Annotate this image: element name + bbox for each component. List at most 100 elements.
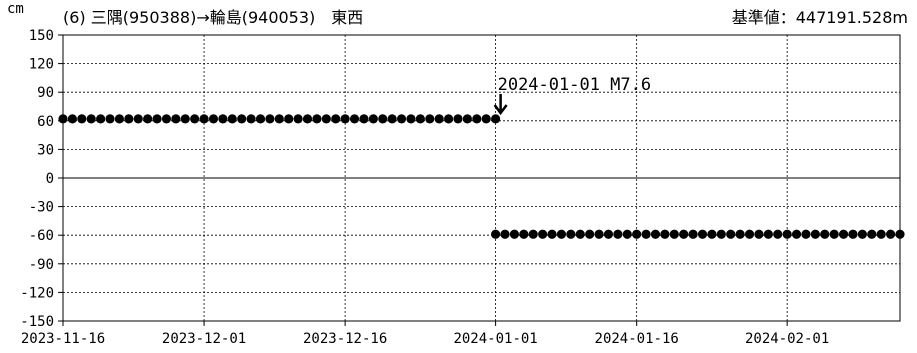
y-tick-label: -60 [29,228,54,244]
y-tick-label: 0 [46,171,54,187]
data-point [735,229,745,239]
data-point [547,229,557,239]
data-point [368,114,378,124]
data-point [876,229,886,239]
data-point [848,229,858,239]
data-point [886,229,896,239]
data-point [773,229,783,239]
data-point [838,229,849,239]
data-point [152,114,162,124]
data-point [519,229,529,239]
x-tick-labels: 2023-11-16 2023-12-01 2023-12-16 2024-01-01… [21,331,829,347]
data-point [810,229,820,239]
data-point [293,114,303,124]
data-point [566,229,576,239]
data-point [359,114,369,124]
data-point [387,114,397,124]
data-point [669,229,679,239]
data-point [86,114,96,124]
y-tick-label: -90 [29,257,54,273]
data-point [472,114,482,124]
data-point [133,114,143,124]
y-tick-label: 90 [37,85,54,101]
data-point [603,229,614,239]
data-point [321,114,331,124]
data-point [218,114,228,124]
earthquake-annotation: 2024-01-01 M7.6 [493,75,652,116]
data-point [77,114,87,124]
data-point [641,229,651,239]
y-tick-label: -30 [29,200,54,216]
data-point [274,114,284,124]
data-point [491,114,501,124]
data-point [613,229,623,239]
x-tick-label: 2024-01-01 [453,331,537,347]
data-point [500,229,510,239]
plot-frame [62,34,901,322]
data-point [415,114,425,124]
data-point [594,229,604,239]
data-point [481,114,491,124]
data-point [556,229,567,239]
y-tick-label: -150 [20,314,54,330]
data-point [340,114,350,124]
data-point [491,229,501,239]
x-tick-label: 2023-12-16 [303,331,387,347]
data-point [688,229,698,239]
data-point [67,114,77,124]
data-point [143,114,153,124]
data-point [284,114,294,124]
y-tick-label: 150 [29,28,54,44]
data-point [453,114,463,124]
data-point [114,114,125,124]
data-point [171,114,181,124]
y-tick-labels: 150 120 90 60 30 0 -30 -60 -90 -120 -150 [20,28,54,330]
y-tick-label: 120 [29,57,54,73]
data-point [255,114,266,124]
data-point [857,229,867,239]
x-tick-label: 2024-01-16 [595,331,679,347]
reference-value: 基準値：447191.528m [732,8,908,27]
data-point [679,229,689,239]
data-point [265,114,275,124]
data-points [58,114,905,239]
annotation-label: 2024-01-01 M7.6 [498,75,652,95]
data-point [585,229,595,239]
data-point [124,114,134,124]
data-point [754,229,764,239]
data-point [246,114,256,124]
data-point [660,229,670,239]
data-point [716,229,726,239]
data-point [406,114,416,124]
data-point [726,229,736,239]
data-point [622,229,632,239]
arrow-down-icon [493,94,508,116]
data-point [801,229,811,239]
grid [58,34,900,326]
data-point [208,114,219,124]
data-point [96,114,106,124]
y-tick-label: -120 [20,285,54,301]
data-point [575,229,585,239]
data-point [105,114,115,124]
data-point [199,114,209,124]
data-point [190,114,200,124]
data-point [820,229,830,239]
data-point [425,114,435,124]
data-point [650,229,661,239]
data-point [538,229,548,239]
data-point [331,114,341,124]
data-point [528,229,538,239]
data-point [180,114,190,124]
x-tick-label: 2023-12-01 [162,331,246,347]
data-point [161,114,172,124]
data-point [707,229,717,239]
data-point [396,114,407,124]
x-tick-label: 2023-11-16 [21,331,105,347]
data-point [509,229,520,239]
unit-label: cm [7,1,24,17]
data-point [829,229,839,239]
data-point [632,229,642,239]
data-point [434,114,444,124]
